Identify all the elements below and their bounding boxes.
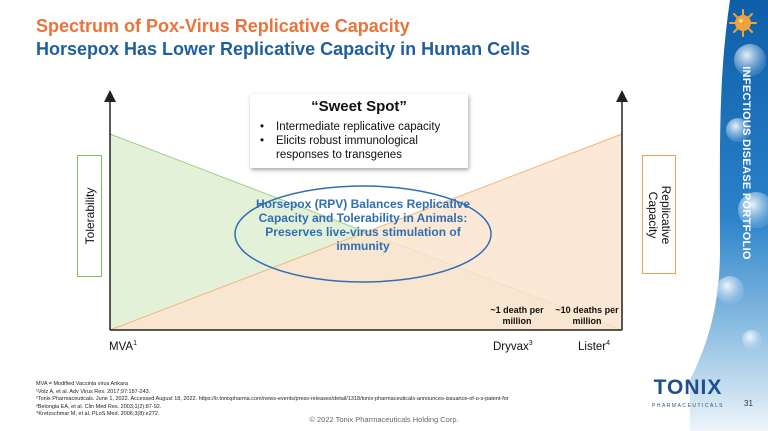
horsepox-ellipse	[234, 185, 492, 283]
death-label-lister: ~10 deaths per million	[555, 305, 619, 326]
tolerability-label: Tolerability	[82, 187, 97, 245]
sweet-spot-list: Intermediate replicative capacity Elicit…	[258, 120, 466, 162]
virus-icon	[729, 9, 757, 37]
footnote: ¹Volz A, et al. Adv Virus Res. 2017;97:1…	[36, 388, 151, 395]
sweet-spot-box: “Sweet Spot” Intermediate replicative ca…	[250, 94, 468, 168]
death-label-dryvax: ~1 death per million	[490, 305, 544, 326]
side-panel-background	[690, 0, 768, 431]
side-label: INFECTIOUS DISEASE PORTFOLIO	[735, 48, 757, 278]
tonix-logo: TONIX PHARMACEUTICALS	[648, 376, 728, 412]
x-label-lister: Lister4	[578, 340, 610, 353]
footnote: MVA = Modified Vaccinia virus Ankara	[36, 381, 128, 387]
sweet-spot-bullet: Intermediate replicative capacity	[258, 120, 466, 134]
copyright: © 2022 Tonix Pharmaceuticals Holding Cor…	[309, 415, 459, 424]
x-label-mva-name: MVA	[109, 340, 134, 353]
footnote: ³Belongia EA, et al. Clin Med Res. 2003;…	[36, 403, 162, 410]
page-subtitle: Horsepox Has Lower Replicative Capacity …	[36, 39, 531, 59]
footnote: ⁴Kretzschmar M, et al. PLoS Med. 2006;3(…	[36, 411, 160, 417]
x-label-lister-name: Lister	[578, 340, 607, 353]
x-label-mva: MVA1	[109, 340, 137, 353]
x-label-dryvax-sup: 3	[528, 340, 533, 347]
page-title: Spectrum of Pox-Virus Replicative Capaci…	[36, 16, 410, 36]
replicative-capacity-label: Replicative Capacity	[646, 185, 673, 244]
tonix-logo-word: TONIX	[653, 376, 723, 399]
sweet-spot-title: “Sweet Spot”	[311, 98, 407, 115]
horsepox-text: Horsepox (RPV) Balances Replicative Capa…	[255, 197, 471, 253]
footnote: ²Tonix Pharmaceuticals. June 1, 2022. Ac…	[36, 396, 509, 402]
tolerability-label-box: Tolerability	[77, 155, 102, 277]
replicative-capacity-label-box: Replicative Capacity	[642, 155, 676, 274]
tonix-logo-sub: PHARMACEUTICALS	[652, 403, 724, 409]
x-label-mva-sup: 1	[133, 340, 137, 347]
sweet-spot-bullet: Elicits robust immunological responses t…	[258, 134, 466, 162]
page-number: 31	[744, 399, 753, 408]
x-label-dryvax: Dryvax3	[493, 340, 533, 353]
side-label-text: INFECTIOUS DISEASE PORTFOLIO	[740, 66, 752, 260]
x-label-lister-sup: 4	[606, 340, 611, 347]
spectrum-diagram	[104, 90, 628, 331]
x-label-dryvax-name: Dryvax	[493, 340, 529, 353]
